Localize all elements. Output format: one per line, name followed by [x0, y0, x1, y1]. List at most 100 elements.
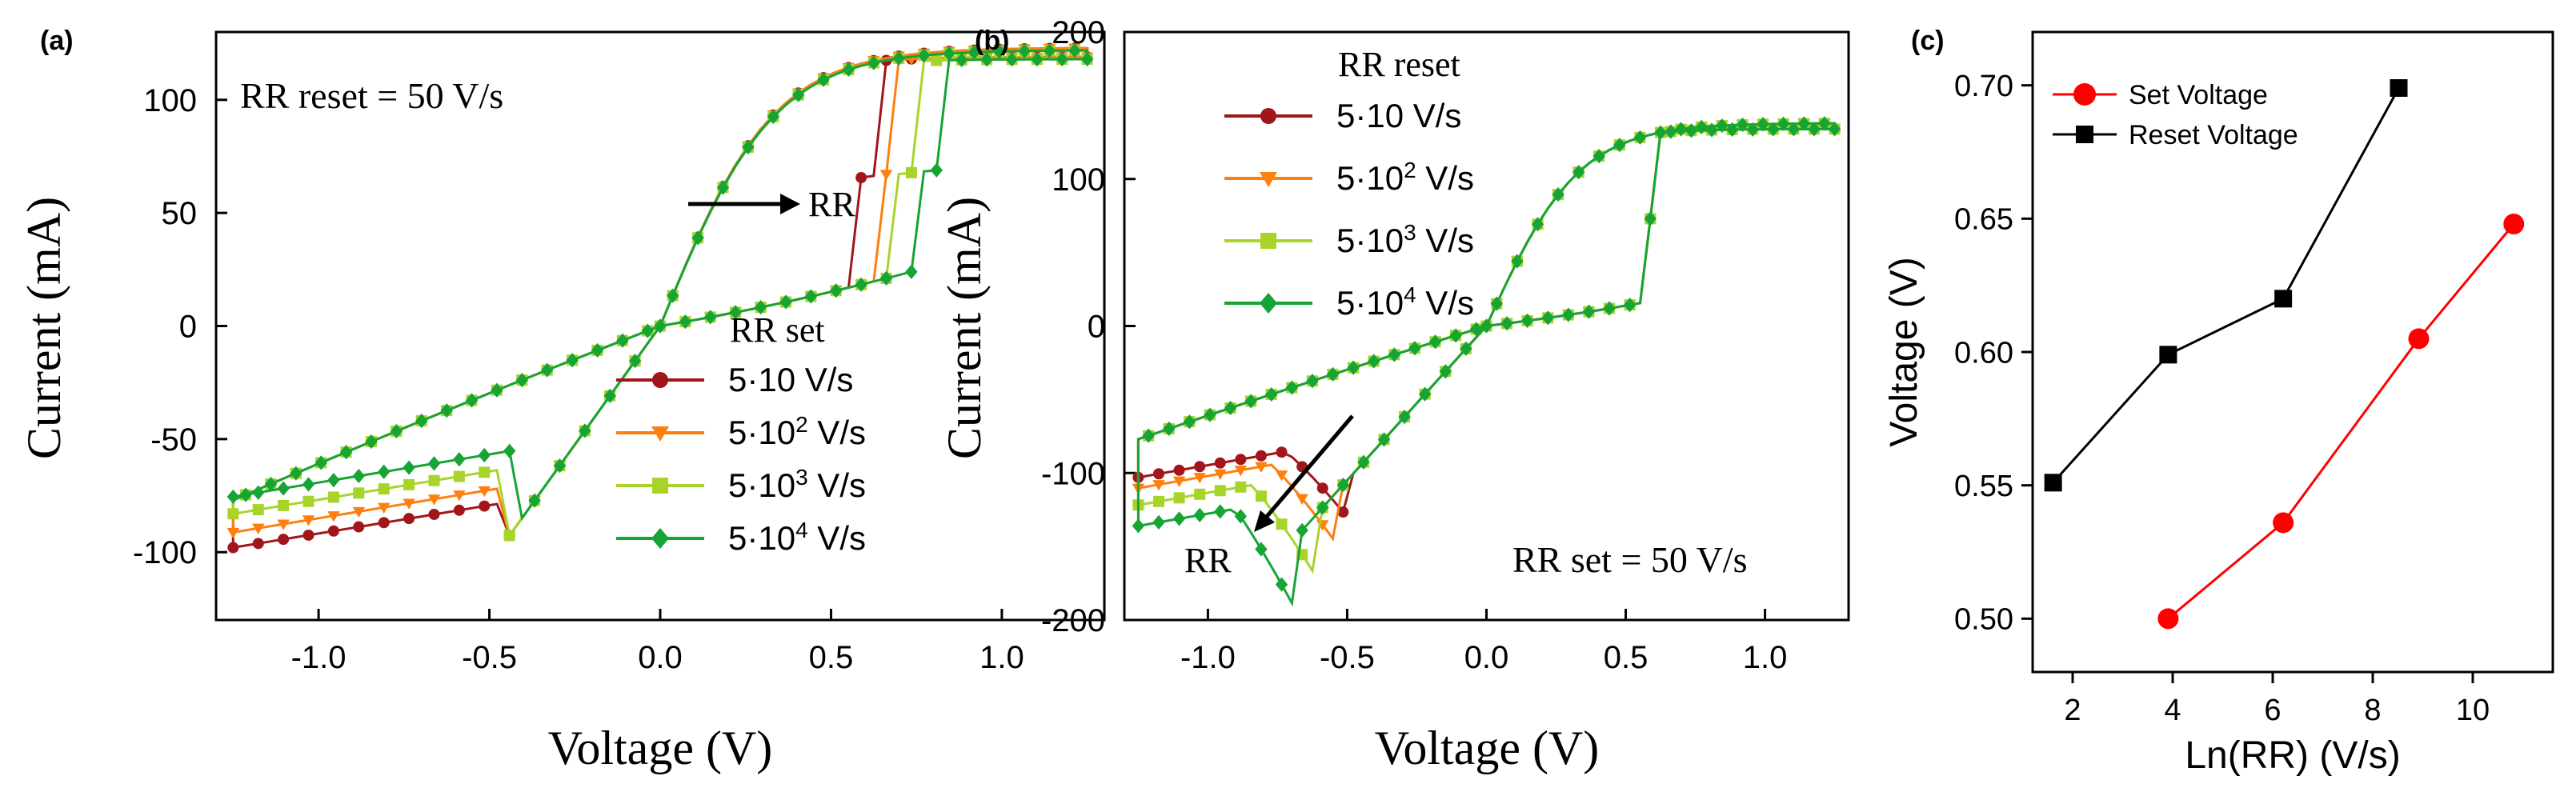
panel-a-series-3-point [1018, 43, 1031, 58]
panel-a-series-1-point [226, 527, 240, 539]
panel-a-series-0-point [378, 517, 390, 529]
panel-a-series-3-point [754, 299, 767, 315]
panel-b-ytick-label-3: 100 [1052, 162, 1105, 198]
panel-b-xtick-label-4: 1.0 [1743, 640, 1788, 675]
panel-a-ticks: -1.0 -0.5 0.0 0.5 1.0 -100 -50 0 50 100 [133, 83, 1024, 675]
panel-b-series-3-point [1224, 400, 1237, 416]
panel-b-series-3-point [1808, 122, 1821, 137]
panel-c-xtick-label-0: 2 [2064, 694, 2081, 727]
panel-a-series-3-point [767, 109, 779, 125]
panel-b-series-1-point [1255, 462, 1268, 473]
panel-a-series-0-point [403, 513, 415, 525]
panel-b-xtick-label-3: 0.5 [1604, 640, 1649, 675]
panel-a-legend-label-2: 5·103 V/s [728, 465, 866, 505]
panel-b-series-3-point [1204, 407, 1216, 422]
panel-a-series-0-point [278, 534, 290, 546]
panel-a-ytick-label-4: 100 [143, 83, 197, 118]
panel-b-series [1132, 116, 1841, 607]
panel-c-series-1-point [2159, 346, 2177, 364]
panel-a-series-2-point [227, 508, 239, 520]
panel-b-series-2-point [1255, 490, 1267, 502]
panel-b-series-3-point [1757, 117, 1769, 132]
panel-b-series-2-point [1194, 488, 1206, 500]
panel-c-xtick-label-2: 6 [2264, 694, 2281, 727]
panel-a-series-3-point [1068, 42, 1081, 58]
panel-a-ylabel: Current (mA) [18, 197, 70, 459]
panel-b-series-3-point [1306, 374, 1319, 389]
panel-a-ytick-label-0: -100 [133, 535, 197, 570]
panel-b-series-3-point [1470, 322, 1483, 337]
panel-b-rr-label: RR [1184, 541, 1232, 580]
panel-b-series-3-point [1296, 522, 1308, 538]
panel-b-series-3-point [1572, 165, 1585, 180]
panel-b-series-3-point [1460, 341, 1472, 356]
panel-b-series-3-point [1285, 380, 1299, 395]
panel-a-series-3-point [302, 477, 315, 492]
panel-a-xtick-label-3: 0.5 [809, 640, 854, 675]
panel-a-series-3-point [314, 455, 327, 470]
panel-b-series-3-point [1244, 394, 1257, 409]
panel-a-series-2-point [327, 491, 339, 503]
panel-a-series-3-point [277, 481, 290, 496]
panel-b-series-3-point [1336, 478, 1350, 493]
panel-b-series-3-point [1716, 118, 1729, 134]
panel-b-series-2-point [1235, 481, 1247, 493]
panel-b-series-0-point [1255, 450, 1267, 462]
panel-b-series-1-point [1172, 476, 1186, 487]
panel-b-series-3-point [1665, 124, 1677, 139]
panel-c-ytick-label-1: 0.55 [1954, 470, 2013, 503]
panel-c-ytick-label-0: 0.50 [1954, 603, 2013, 637]
panel-a-series-3-point [327, 473, 340, 488]
panel-b-xlabel: Voltage (V) [1375, 722, 1600, 774]
panel-a-legend-marker-0 [652, 372, 668, 388]
panel-b-series-3-point [1531, 217, 1544, 232]
panel-b-rr-arrow [1259, 414, 1354, 526]
panel-b-legend-marker-1 [1260, 172, 1277, 187]
panel-a-series-1-point [478, 486, 491, 498]
panel-b-series-3-point [1674, 122, 1688, 137]
panel-a-series-3-point [1031, 52, 1044, 67]
panel-c-series [2044, 79, 2525, 630]
panel-b-legend-label-3: 5·104 V/s [1336, 282, 1474, 322]
panel-a-series-2-point [353, 487, 365, 499]
panel-a-series-3-point [252, 485, 265, 500]
panel-b-series-0-point [1235, 454, 1247, 466]
panel-a-series-3-point [879, 270, 893, 286]
panel-c-series-1-point [2274, 290, 2293, 308]
panel-b-series-3-point [1592, 148, 1605, 164]
panel-b-series-3-point [1541, 310, 1554, 326]
panel-a-series-3-point [390, 423, 403, 439]
panel-b-series-3-point [1613, 138, 1626, 153]
panel-b-series-2-point [1152, 495, 1164, 507]
panel-a-xtick-label-4: 1.0 [980, 640, 1024, 675]
panel-a-series-0-point [353, 521, 365, 533]
panel-b-series-0-point [1276, 446, 1288, 458]
panel-b-series-3-point [1695, 119, 1708, 134]
panel-c-xtick-label-1: 4 [2164, 694, 2181, 727]
panel-b-series-1-point [1152, 480, 1165, 491]
panel-b-series-3-point [1787, 122, 1801, 137]
panel-b-series-3-point [1326, 366, 1340, 382]
panel-a-series-3-point [478, 447, 491, 463]
panel-b-series-3-point [1582, 304, 1596, 319]
panel-a-series-2-point [252, 504, 264, 516]
panel-a-series-3-point [415, 413, 428, 429]
panel-b-legend-title: RR reset [1338, 45, 1460, 84]
panel-c-ytick-label-4: 0.70 [1954, 70, 2013, 103]
panel-b-series-3-point [1265, 386, 1278, 402]
panel-a-series-3-point [679, 314, 692, 330]
panel-b-series-1-point [1214, 469, 1227, 480]
panel-b-series-1-point [1296, 494, 1308, 505]
panel-b-legend-label-0: 5·10 V/s [1336, 97, 1461, 134]
panel-a-series-1-point [252, 523, 265, 534]
panel-b-series-3-point [1480, 318, 1493, 334]
panel-c-legend-label-1: Reset Voltage [2129, 120, 2298, 150]
panel-a-series-3-point [352, 468, 366, 484]
panel-a-series-3-point [779, 294, 792, 310]
panel-c-series-1-point [2390, 79, 2408, 97]
panel-a-series-3-point [955, 52, 968, 68]
panel-a-series-3-point [905, 264, 918, 279]
panel-b-series-3-point [1777, 116, 1790, 131]
panel-a-ytick-label-3: 50 [162, 196, 198, 231]
panel-b-series-3-point [1316, 500, 1329, 515]
